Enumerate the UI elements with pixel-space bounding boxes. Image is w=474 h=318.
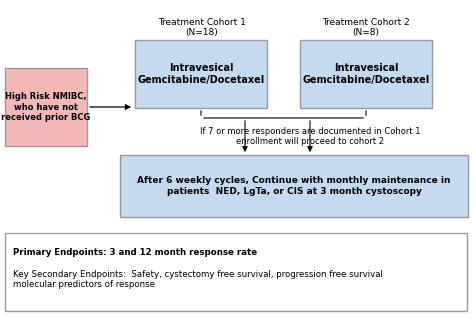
- Text: High Risk NMIBC,
who have not
received prior BCG: High Risk NMIBC, who have not received p…: [1, 92, 91, 122]
- FancyBboxPatch shape: [135, 40, 267, 108]
- Text: Treatment Cohort 2
(N=8): Treatment Cohort 2 (N=8): [322, 18, 410, 38]
- FancyBboxPatch shape: [300, 40, 432, 108]
- Text: If 7 or more responders are documented in Cohort 1
enrollment will proceed to co: If 7 or more responders are documented i…: [200, 127, 420, 146]
- FancyBboxPatch shape: [5, 68, 87, 146]
- Text: Intravesical
Gemcitabine/Docetaxel: Intravesical Gemcitabine/Docetaxel: [137, 63, 264, 85]
- FancyBboxPatch shape: [5, 233, 467, 311]
- FancyBboxPatch shape: [120, 155, 468, 217]
- Text: Key Secondary Endpoints:  Safety, cystectomy free survival, progression free sur: Key Secondary Endpoints: Safety, cystect…: [13, 270, 383, 289]
- Text: After 6 weekly cycles, Continue with monthly maintenance in
patients  NED, LgTa,: After 6 weekly cycles, Continue with mon…: [137, 176, 451, 196]
- Text: Primary Endpoints: 3 and 12 month response rate: Primary Endpoints: 3 and 12 month respon…: [13, 248, 257, 257]
- Text: Treatment Cohort 1
(N=18): Treatment Cohort 1 (N=18): [158, 18, 246, 38]
- Text: Intravesical
Gemcitabine/Docetaxel: Intravesical Gemcitabine/Docetaxel: [302, 63, 429, 85]
